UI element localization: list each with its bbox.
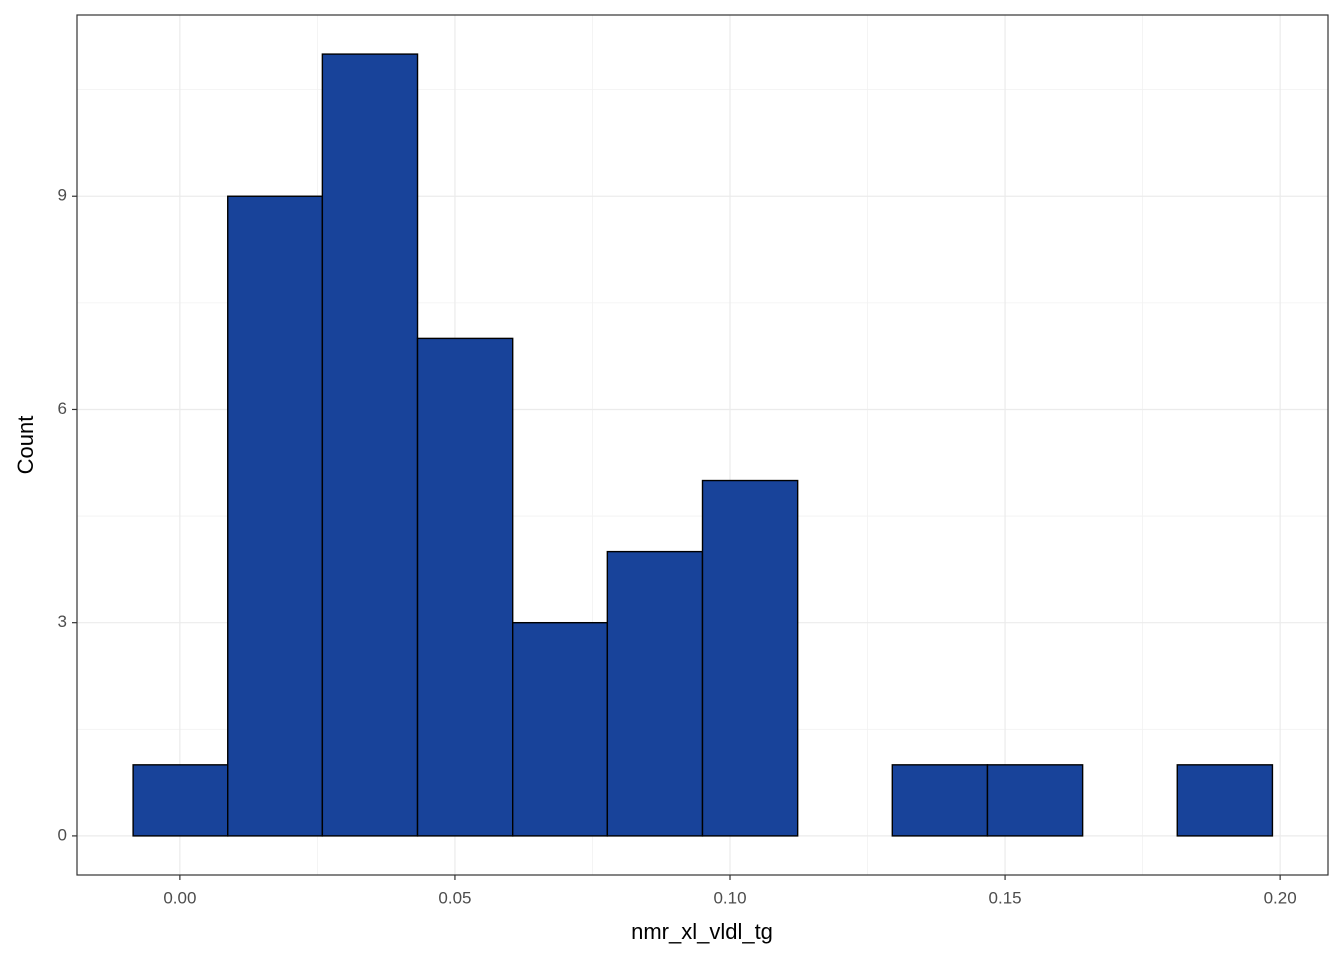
x-axis-title: nmr_xl_vldl_tg <box>631 919 773 944</box>
bar <box>701 479 799 837</box>
bar <box>1176 764 1274 837</box>
y-tick-label: 9 <box>58 186 67 205</box>
bar <box>321 53 419 837</box>
y-tick-label: 6 <box>58 399 67 418</box>
bar <box>891 764 989 837</box>
bar <box>227 195 324 837</box>
x-tick-label: 0.10 <box>713 888 746 907</box>
y-axis-title: Count <box>13 416 38 475</box>
y-tick-label: 3 <box>58 612 67 631</box>
x-tick-label: 0.05 <box>438 888 471 907</box>
bar <box>606 550 704 837</box>
bar <box>132 764 229 837</box>
bar <box>416 337 514 837</box>
panel-border <box>76 14 1329 876</box>
bars <box>132 53 1274 837</box>
x-tick-label: 0.00 <box>163 888 196 907</box>
bar <box>986 764 1084 837</box>
x-tick-label: 0.20 <box>1264 888 1297 907</box>
y-tick-label: 0 <box>58 825 67 844</box>
bar <box>512 621 609 837</box>
x-tick-label: 0.15 <box>989 888 1022 907</box>
